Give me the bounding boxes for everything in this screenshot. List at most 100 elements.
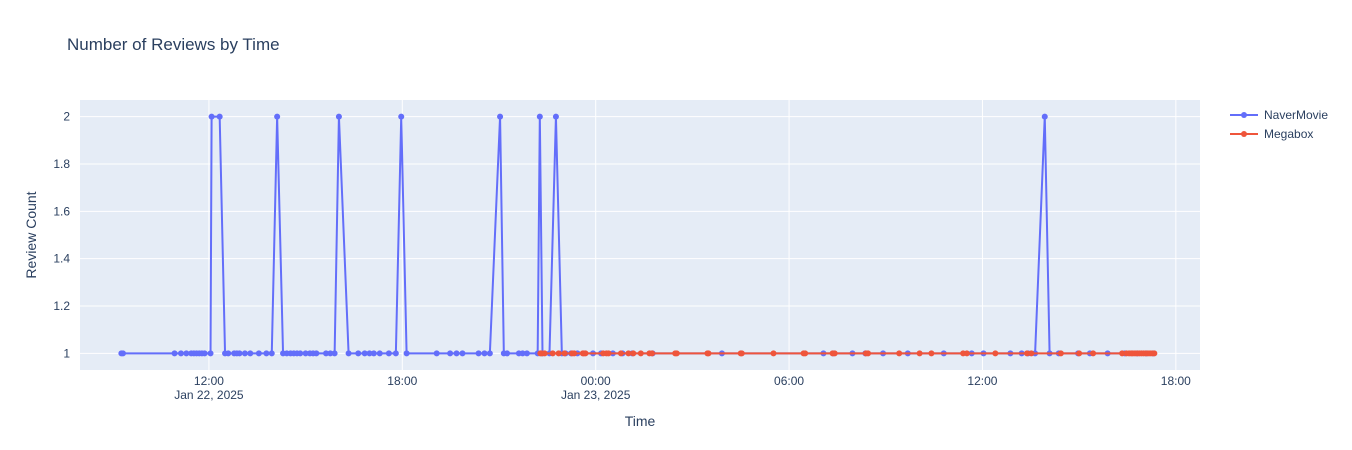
data-point bbox=[504, 350, 511, 357]
data-point bbox=[297, 350, 304, 357]
data-point bbox=[392, 350, 399, 357]
x-tick-date-label: Jan 22, 2025 bbox=[174, 388, 244, 402]
data-point bbox=[171, 350, 178, 357]
data-point bbox=[536, 113, 543, 120]
data-point bbox=[255, 350, 262, 357]
gridlines bbox=[80, 100, 1200, 370]
data-point bbox=[183, 350, 190, 357]
y-tick-label: 1 bbox=[63, 346, 70, 360]
data-point bbox=[928, 350, 935, 357]
data-point bbox=[370, 350, 377, 357]
data-point bbox=[225, 350, 232, 357]
plot-area bbox=[80, 100, 1200, 370]
data-point bbox=[403, 350, 410, 357]
data-point bbox=[274, 113, 281, 120]
data-point bbox=[1090, 350, 1097, 357]
data-point bbox=[770, 350, 777, 357]
x-axis-title: Time bbox=[625, 413, 656, 429]
data-point bbox=[802, 350, 809, 357]
x-tick-label: 00:00 bbox=[581, 374, 611, 388]
data-point bbox=[302, 350, 309, 357]
data-point bbox=[992, 350, 999, 357]
data-point bbox=[865, 350, 872, 357]
data-point bbox=[475, 350, 482, 357]
x-tick-label: 12:00 bbox=[194, 374, 224, 388]
data-point bbox=[582, 350, 589, 357]
data-point bbox=[963, 350, 970, 357]
data-point bbox=[268, 350, 275, 357]
data-point bbox=[738, 350, 745, 357]
y-axis-title: Review Count bbox=[23, 191, 39, 278]
y-axis-ticks: 1 1.2 1.4 1.6 1.8 2 bbox=[53, 110, 70, 361]
data-point bbox=[831, 350, 838, 357]
data-point bbox=[625, 350, 632, 357]
data-point bbox=[552, 113, 559, 120]
legend-label: NaverMovie bbox=[1264, 108, 1328, 122]
data-point bbox=[331, 350, 338, 357]
data-point bbox=[385, 350, 392, 357]
data-point bbox=[916, 350, 923, 357]
data-point bbox=[327, 350, 334, 357]
data-point bbox=[263, 350, 270, 357]
data-point bbox=[571, 350, 578, 357]
data-point bbox=[549, 350, 556, 357]
data-point bbox=[1028, 350, 1035, 357]
y-tick-label: 1.6 bbox=[53, 204, 70, 218]
data-point bbox=[561, 350, 568, 357]
data-point bbox=[345, 350, 352, 357]
data-point bbox=[1057, 350, 1064, 357]
legend-item-megabox[interactable]: Megabox bbox=[1230, 127, 1313, 141]
y-tick-label: 1.4 bbox=[53, 252, 70, 266]
data-point bbox=[376, 350, 383, 357]
y-tick-label: 1.2 bbox=[53, 299, 70, 313]
legend-item-navermovie[interactable]: NaverMovie bbox=[1230, 108, 1328, 122]
data-point bbox=[323, 350, 330, 357]
data-point bbox=[637, 350, 644, 357]
data-point bbox=[459, 350, 466, 357]
x-tick-label: 06:00 bbox=[774, 374, 804, 388]
y-tick-label: 2 bbox=[63, 110, 70, 124]
data-point bbox=[241, 350, 248, 357]
series-megabox bbox=[537, 350, 1158, 357]
data-point bbox=[313, 350, 320, 357]
data-point bbox=[555, 350, 562, 357]
data-point bbox=[705, 350, 712, 357]
data-point bbox=[1041, 113, 1048, 120]
data-point bbox=[1151, 350, 1158, 357]
data-point bbox=[335, 113, 342, 120]
data-point bbox=[208, 113, 215, 120]
legend[interactable]: NaverMovie Megabox bbox=[1230, 108, 1328, 141]
data-point bbox=[673, 350, 680, 357]
x-tick-label: 12:00 bbox=[967, 374, 997, 388]
x-tick-label: 18:00 bbox=[387, 374, 417, 388]
x-tick-label: 18:00 bbox=[1161, 374, 1191, 388]
legend-marker bbox=[1241, 131, 1247, 137]
data-point bbox=[481, 350, 488, 357]
data-point bbox=[398, 113, 405, 120]
data-point bbox=[519, 350, 526, 357]
data-point bbox=[433, 350, 440, 357]
data-point bbox=[523, 350, 530, 357]
data-point bbox=[216, 113, 223, 120]
series-layer bbox=[118, 113, 1158, 357]
data-point bbox=[247, 350, 254, 357]
data-point bbox=[497, 113, 504, 120]
data-point bbox=[896, 350, 903, 357]
data-point bbox=[486, 350, 493, 357]
legend-marker bbox=[1241, 112, 1247, 118]
x-tick-date-label: Jan 23, 2025 bbox=[561, 388, 631, 402]
data-point bbox=[453, 350, 460, 357]
legend-label: Megabox bbox=[1264, 127, 1313, 141]
data-point bbox=[1119, 350, 1126, 357]
data-point bbox=[201, 350, 208, 357]
y-tick-label: 1.8 bbox=[53, 157, 70, 171]
data-point bbox=[355, 350, 362, 357]
data-point bbox=[236, 350, 243, 357]
data-point bbox=[207, 350, 214, 357]
data-point bbox=[617, 350, 624, 357]
data-point bbox=[541, 350, 548, 357]
data-point bbox=[1024, 350, 1031, 357]
data-point bbox=[366, 350, 373, 357]
data-point bbox=[177, 350, 184, 357]
